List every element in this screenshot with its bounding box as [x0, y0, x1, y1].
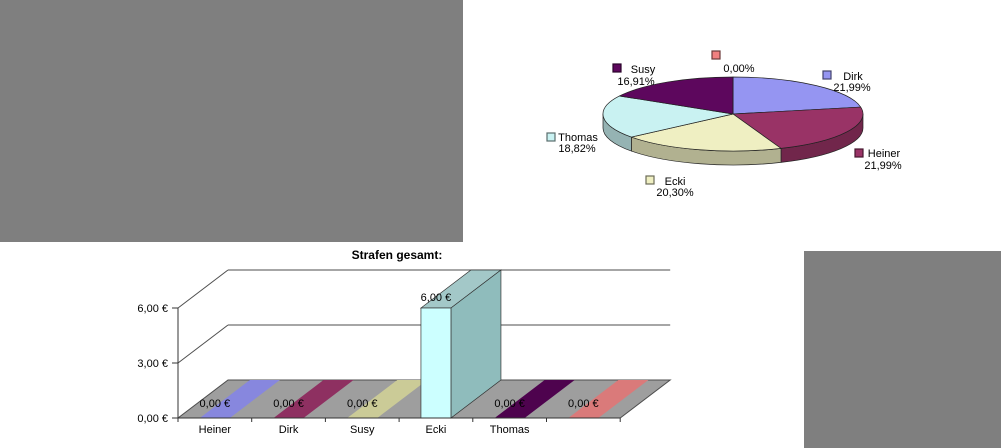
- bar-value-label-Ecki: 6,00 €: [421, 292, 452, 304]
- y-tick-label-3: 3,00 €: [137, 358, 168, 370]
- x-category-label-Ecki: Ecki: [426, 424, 447, 436]
- bar-value-label-Thomas: 0,00 €: [494, 398, 525, 410]
- pie-label-name-Heiner: Heiner: [868, 148, 901, 160]
- pie-chart[interactable]: Dirk21,99%Heiner21,99%Ecki20,30%Thomas18…: [500, 38, 920, 210]
- redacted-region-bottom-right: [804, 251, 1001, 448]
- pie-legend-key-Heiner: [854, 148, 864, 158]
- y-tick-label-6: 6,00 €: [137, 303, 168, 315]
- pie-label-name-Ecki: Ecki: [665, 176, 686, 188]
- bar-value-label-Heiner: 0,00 €: [200, 398, 231, 410]
- pie-label-pct-Heiner: 21,99%: [864, 160, 902, 172]
- depth-line-3: [177, 324, 229, 364]
- bar-zero-Heiner: [199, 380, 280, 418]
- bar-zero-Susy: [347, 380, 428, 418]
- x-category-label-Heiner: Heiner: [199, 424, 232, 436]
- pie-label-pct-Thomas: 18,82%: [558, 143, 596, 155]
- pie-slice-Thomas: [602, 95, 734, 138]
- pie-label-name-Susy: Susy: [631, 64, 656, 76]
- bar-zero-blank: [568, 380, 649, 418]
- y-tick-label-0: 0,00 €: [137, 413, 168, 425]
- pie-slice-Susy: [619, 76, 734, 115]
- pie-label-pct-Susy: 16,91%: [617, 76, 655, 88]
- bar-value-label-blank: 0,00 €: [568, 398, 599, 410]
- pie-label-name-Dirk: Dirk: [843, 71, 863, 83]
- bar-column-Ecki: [420, 307, 452, 419]
- bar-chart-title: Strafen gesamt:: [351, 248, 443, 262]
- pie-legend-key-Susy: [612, 63, 622, 73]
- pie-legend-key-Thomas: [546, 132, 556, 142]
- pie-label-pct-Dirk: 21,99%: [833, 82, 871, 94]
- pie-slice-Dirk: [732, 76, 862, 115]
- bar-chart[interactable]: 0,00 € 0,00 € 0,00 € 6,00 € 0,00 € 0,00 € Hein…: [120, 244, 700, 444]
- bar-value-label-Dirk: 0,00 €: [273, 398, 304, 410]
- pie-legend-key-blank: [711, 50, 721, 60]
- bar-zero-Thomas: [494, 380, 575, 418]
- pie-slice-Heiner: [732, 106, 864, 149]
- redacted-region-top-left: [0, 0, 463, 242]
- pie-label-name-Thomas: Thomas: [558, 132, 598, 144]
- bar-zero-Dirk: [273, 380, 354, 418]
- depth-line-6: [177, 269, 229, 309]
- pie-slice-Ecki: [631, 113, 782, 152]
- pie-legend-key-Ecki: [645, 175, 655, 185]
- bar-value-label-Susy: 0,00 €: [347, 398, 378, 410]
- x-category-label-Thomas: Thomas: [490, 424, 530, 436]
- pie-label-pct-Ecki: 20,30%: [656, 187, 694, 199]
- pie-legend-key-Dirk: [822, 70, 832, 80]
- x-category-label-Susy: Susy: [350, 424, 375, 436]
- x-category-label-Dirk: Dirk: [279, 424, 299, 436]
- pie-label-pct-blank: 0,00%: [723, 63, 754, 75]
